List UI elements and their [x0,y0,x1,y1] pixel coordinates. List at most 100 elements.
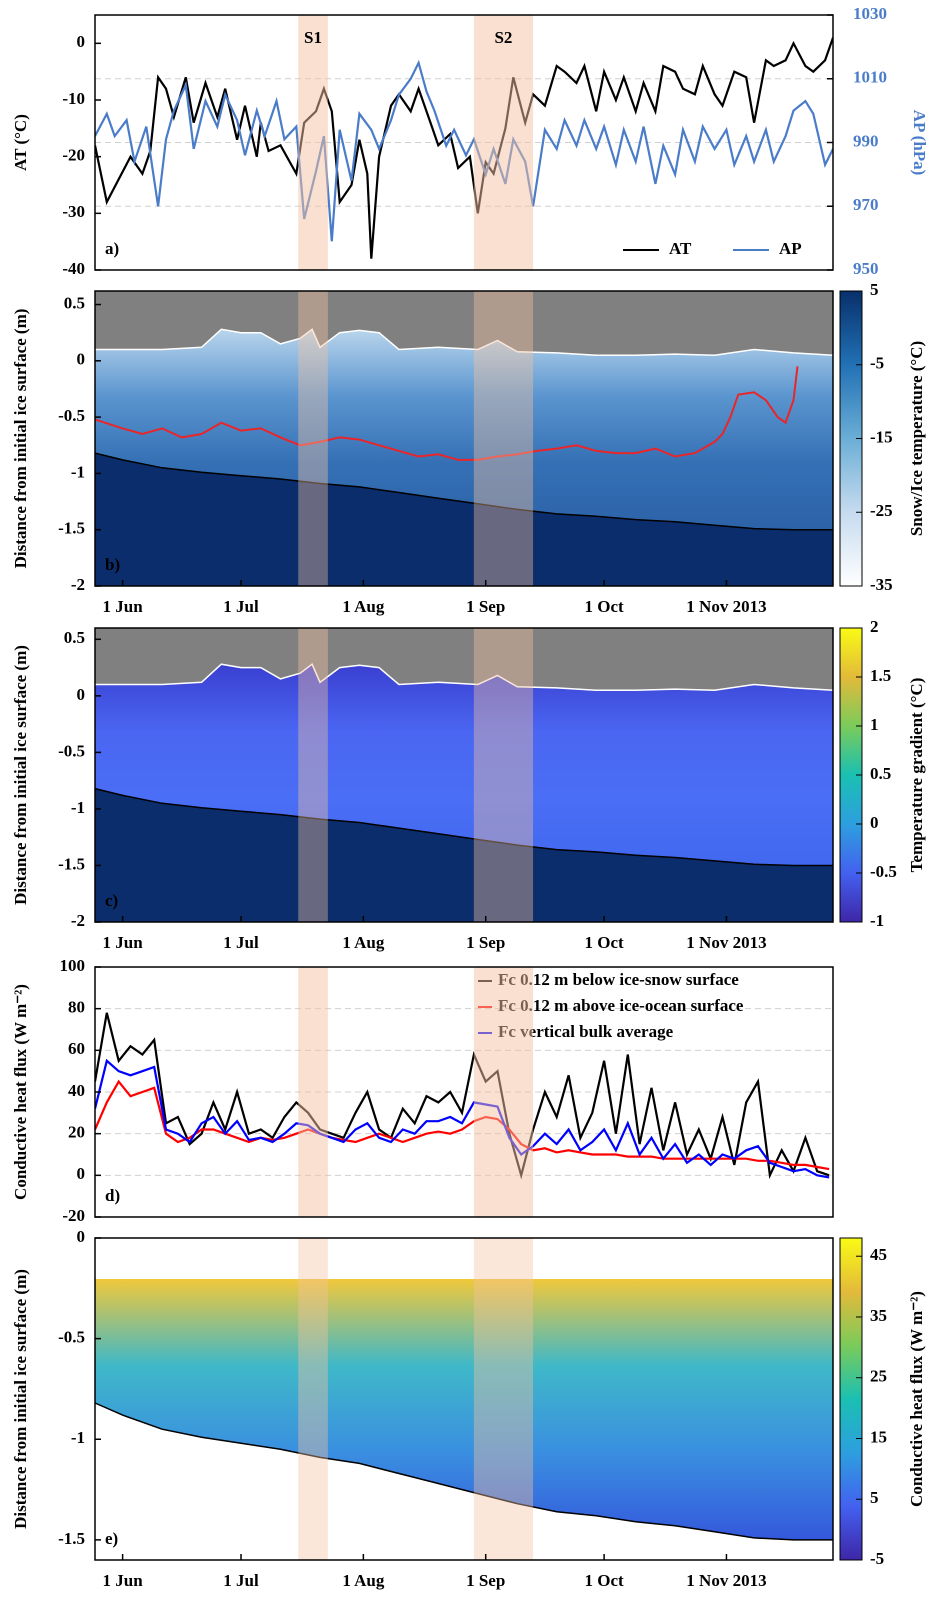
y-tick-label: 1010 [853,68,887,87]
x-tick-label: 1 Oct [585,933,625,952]
panel-label: c) [105,891,118,910]
highlight-period [298,967,328,1217]
plot-frame [94,290,834,587]
highlight-period [298,15,328,270]
y-tick-label: 0 [77,350,86,369]
isotherm-line [94,366,799,461]
ocean-region [95,1403,833,1560]
x-tick-label: 1 Aug [342,933,385,952]
colorbar-label: Conductive heat flux (W m⁻²) [907,1291,926,1507]
snow-air-region [95,1238,833,1279]
x-tick-label: 1 Oct [585,597,625,616]
y-tick-label: 0 [77,1164,86,1183]
colorbar-tick-label: 5 [870,280,879,299]
x-tick-label: 1 Aug [342,597,385,616]
y-tick-label: 0 [77,32,86,51]
ice-region [95,1278,833,1540]
highlight-period [473,967,534,1217]
ice-region [95,664,833,866]
ice-bottom-line [94,787,833,867]
y-tick-label: 1030 [853,4,887,23]
y-tick-label: 100 [60,956,86,975]
ice-bottom-line [94,1402,833,1541]
y-tick-label: 20 [68,1123,85,1142]
colorbar-tick-label: -35 [870,575,893,594]
y-axis-label: Distance from initial ice surface (m) [11,645,30,905]
panel-label: a) [105,239,119,258]
colorbar-tick-label: 35 [870,1306,887,1325]
x-tick-label: 1 Jul [223,597,259,616]
x-tick-label: 1 Jul [223,933,259,952]
y-tick-label: 950 [853,259,879,278]
highlight-period [298,628,328,922]
y-tick-label: -2 [71,575,85,594]
y-tick-label: -1 [71,462,85,481]
y-axis-label: AT (°C) [11,114,30,171]
y-tick-label: -40 [62,259,85,278]
x-tick-label: 1 Oct [585,1571,625,1590]
colorbar-tick-label: -5 [870,1549,884,1568]
line-series [95,1012,830,1180]
x-tick-label: 1 Nov 2013 [686,597,766,616]
x-tick-label: 1 Sep [466,1571,505,1590]
colorbar-tick-label: 45 [870,1245,887,1264]
snow-air-region [95,291,833,356]
legend-label: Fc 0.12 m above ice-ocean surface [498,996,744,1015]
colorbar-tick-label: -15 [870,427,893,446]
snow-air-region [95,628,833,691]
x-tick-label: 1 Jun [103,933,144,952]
ice-bottom-line [94,452,833,531]
plot-frame [94,627,834,923]
line-series [95,37,833,259]
y-tick-label: 40 [68,1081,85,1100]
y-axis-label: Conductive heat flux (W m⁻²) [11,984,30,1200]
panel-label: d) [105,1186,120,1205]
y-tick-label: -2 [71,911,85,930]
colorbar-tick-label: 15 [870,1427,887,1446]
x-tick-label: 1 Nov 2013 [686,933,766,952]
colorbar-tick-label: 2 [870,617,879,636]
period-label: S2 [494,28,512,47]
legend-label: AT [669,239,692,258]
y-tick-label: 990 [853,131,879,150]
colorbar-tick-label: 0 [870,813,879,832]
plot-frame [94,966,834,1218]
highlight-period [298,291,328,586]
colorbar-label: Temperature gradient (°C) [907,678,926,873]
colorbar-tick-label: 0.5 [870,764,891,783]
x-tick-label: 1 Jun [103,1571,144,1590]
x-tick-label: 1 Jun [103,597,144,616]
snow-surface-line [95,328,834,356]
highlight-period [473,628,534,922]
panel-label: b) [105,555,120,574]
y-tick-label: 60 [68,1039,85,1058]
plot-area [95,1012,830,1180]
y-tick-label: -1.5 [58,854,85,873]
y-tick-label: -0.5 [58,406,85,425]
colorbar-tick-label: -25 [870,501,893,520]
ocean-region [95,453,833,586]
y-tick-label: -20 [62,146,85,165]
line-series [95,1058,830,1179]
colorbar [839,1237,863,1561]
colorbar-tick-label: 1 [870,715,879,734]
colorbar-tick-label: 1.5 [870,666,891,685]
highlight-period [473,291,534,586]
colorbar-tick-label: -1 [870,911,884,930]
x-tick-label: 1 Sep [466,597,505,616]
line-series [95,59,833,242]
y-tick-label: -30 [62,202,85,221]
y-tick-label: 80 [68,998,85,1017]
y2-axis-label: AP (hPa) [910,110,929,176]
y-tick-label: 0 [77,685,86,704]
colorbar-label: Snow/Ice temperature (°C) [907,341,926,536]
snow-surface-line [95,663,834,691]
y-tick-label: -10 [62,89,85,108]
line-series [95,1079,830,1171]
y-tick-label: -1.5 [58,519,85,538]
highlight-period [473,15,534,270]
colorbar-tick-label: -0.5 [870,862,897,881]
legend-label: AP [779,239,802,258]
ocean-region [95,788,833,922]
